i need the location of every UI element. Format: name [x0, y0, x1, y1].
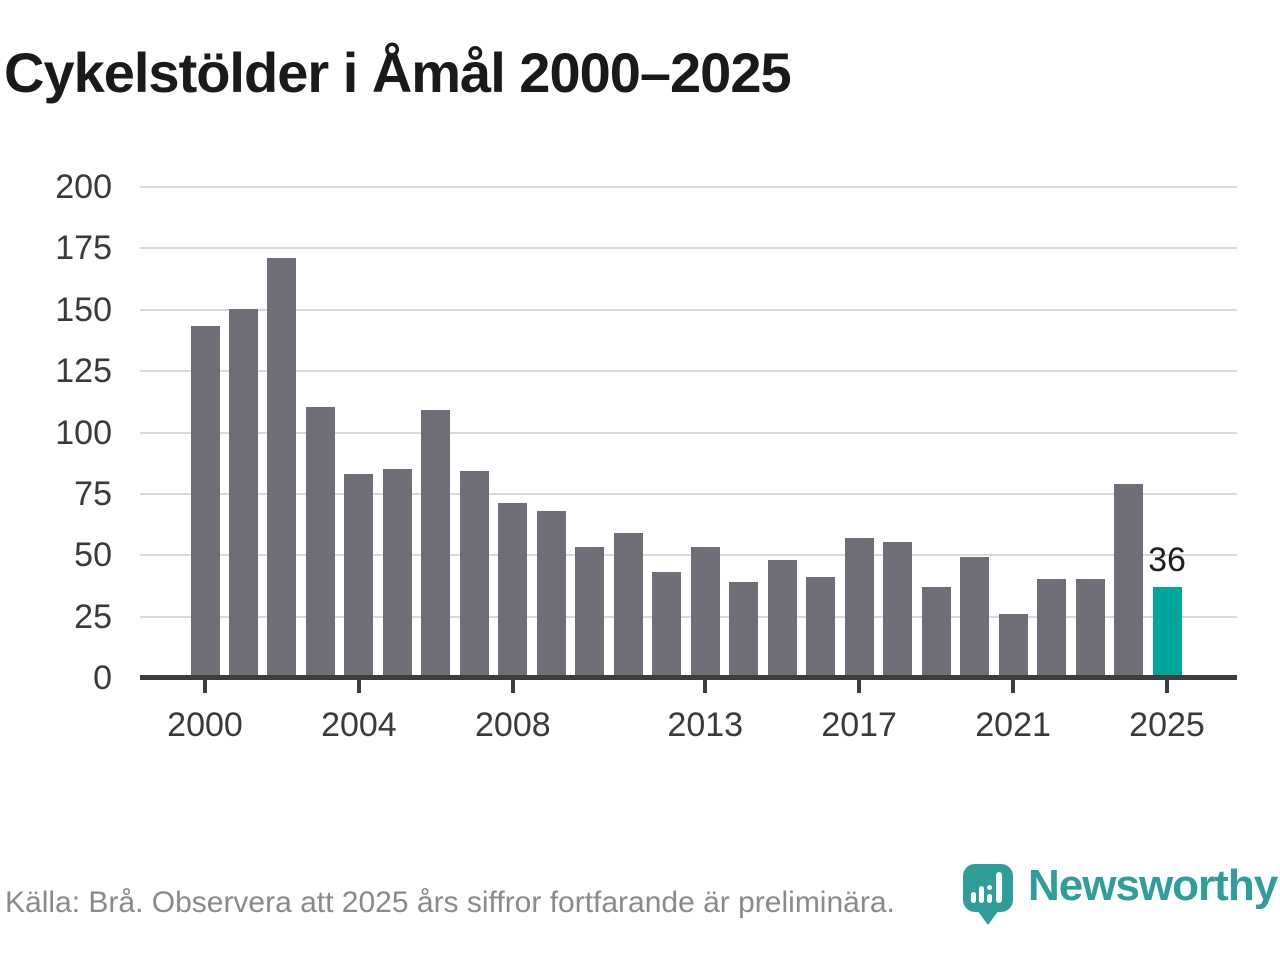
x-axis-tick-label: 2025	[1129, 706, 1205, 744]
x-axis-tick-mark	[356, 680, 361, 693]
x-axis-tick-label: 2017	[821, 706, 897, 744]
logo-bar-icon	[987, 894, 992, 903]
x-axis-tick-mark	[203, 680, 207, 693]
x-axis-line	[140, 675, 1237, 680]
y-axis-tick-label: 200	[55, 168, 112, 206]
y-axis-tick-label: 175	[55, 229, 112, 268]
x-axis-tick-label: 2000	[167, 706, 243, 744]
bar-2017	[844, 537, 874, 675]
highlight-value-label: 36	[1148, 541, 1186, 579]
bar-2004	[344, 473, 374, 675]
y-gridline	[140, 247, 1237, 250]
y-gridline	[140, 554, 1237, 557]
logo-pin-tail-icon	[977, 910, 999, 925]
bar-2025	[1152, 586, 1182, 675]
y-axis-tick-label: 100	[55, 413, 112, 452]
bar-2013	[690, 547, 720, 675]
bar-2014	[729, 581, 759, 675]
y-axis-tick-label: 50	[74, 536, 112, 575]
x-axis-tick-label: 2004	[321, 706, 397, 744]
x-axis-tick-mark	[857, 680, 862, 693]
y-gridline	[140, 370, 1237, 373]
bar-2002	[267, 257, 297, 675]
y-gridline	[140, 615, 1237, 618]
bar-2021	[998, 613, 1028, 675]
bar-2008	[498, 503, 528, 675]
bar-2020	[960, 557, 990, 675]
bar-2012	[652, 571, 682, 675]
bar-2000	[190, 326, 220, 675]
y-gridline	[140, 308, 1237, 311]
bar-2006	[421, 409, 451, 675]
y-axis-tick-label: 25	[74, 597, 112, 636]
newsworthy-barchart-pin-icon	[963, 864, 1013, 912]
y-axis-tick-label: 150	[55, 290, 112, 329]
y-gridline	[140, 431, 1237, 434]
bar-chart-plot-area	[140, 186, 1237, 680]
x-axis-tick-label: 2008	[475, 706, 551, 744]
x-axis-tick-label: 2021	[975, 706, 1051, 744]
logo-bar-icon	[979, 886, 984, 903]
logo-bar-icon	[971, 892, 976, 903]
bar-2019	[921, 586, 951, 675]
bar-2010	[575, 547, 605, 675]
bar-2015	[767, 559, 797, 675]
chart-title: Cykelstölder i Åmål 2000–2025	[4, 41, 792, 104]
bar-2011	[613, 532, 643, 675]
y-gridline	[140, 492, 1237, 495]
bar-2003	[305, 407, 335, 675]
x-axis-tick-label: 2013	[667, 706, 744, 744]
x-axis-tick-mark	[510, 680, 515, 693]
source-note: Källa: Brå. Observera att 2025 års siffr…	[5, 886, 895, 919]
bar-2009	[536, 510, 566, 675]
logo-bar-icon	[996, 872, 1002, 903]
bar-2016	[806, 576, 836, 675]
y-axis-tick-label: 75	[74, 474, 112, 513]
bar-2023	[1075, 579, 1105, 675]
x-axis-tick-mark	[1011, 680, 1016, 693]
bar-2007	[459, 471, 489, 675]
logo-brand-name: Newsworthy	[1028, 861, 1278, 910]
x-axis-tick-mark	[1165, 680, 1169, 693]
y-axis-tick-label: 125	[55, 352, 112, 391]
bar-2001	[228, 309, 258, 675]
y-gridline	[140, 186, 1237, 188]
logo-dot-icon	[987, 885, 992, 890]
bar-2022	[1037, 579, 1067, 675]
x-axis-tick-mark	[703, 680, 708, 693]
bar-2018	[883, 542, 913, 675]
bar-2005	[382, 468, 412, 675]
bar-2024	[1114, 483, 1144, 675]
y-axis-tick-label: 0	[93, 659, 112, 697]
